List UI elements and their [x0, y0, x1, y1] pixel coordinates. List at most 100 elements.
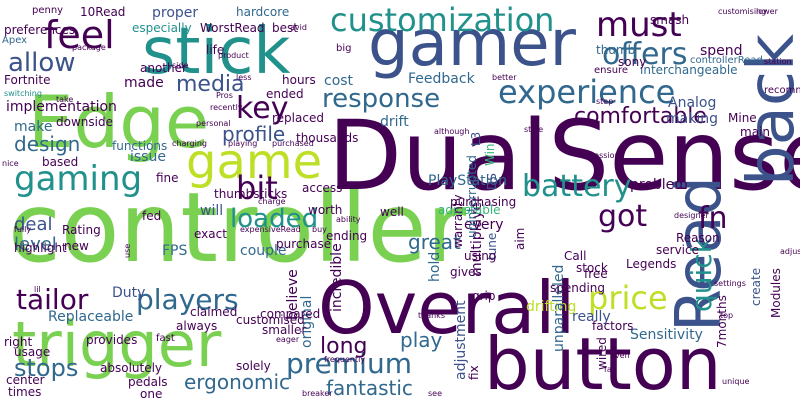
word: purchasing — [450, 195, 517, 209]
word: based — [42, 155, 79, 169]
word: feel — [44, 13, 115, 57]
word: profile — [222, 122, 286, 146]
word: Sensitivity — [630, 327, 703, 343]
word: best — [272, 21, 298, 35]
word: sony — [618, 55, 647, 69]
word: recommend — [764, 85, 800, 96]
word: thousands — [296, 131, 359, 145]
word: Call — [564, 249, 587, 263]
word: functions — [112, 139, 168, 153]
word: Pros — [216, 91, 233, 100]
word: issue — [130, 149, 166, 165]
word: interchangeable — [640, 63, 738, 77]
word: fed — [142, 209, 162, 223]
word: stick — [142, 15, 291, 89]
word: nice — [2, 159, 19, 168]
word: spend — [700, 43, 743, 59]
word: drifting — [526, 299, 577, 315]
word: provides — [86, 333, 138, 347]
word: ergonomic — [184, 370, 291, 394]
word: customising — [718, 7, 767, 16]
word: life — [206, 43, 225, 57]
word: even — [610, 351, 630, 360]
word: ensure — [594, 65, 629, 76]
word: allow — [8, 48, 76, 78]
word: side — [172, 61, 189, 70]
word: solely — [236, 359, 271, 373]
word: implementation — [6, 99, 117, 115]
word: long — [320, 334, 368, 359]
word: fully — [14, 225, 32, 234]
word: 10Read — [80, 5, 126, 19]
word: customised — [236, 313, 305, 327]
word: deal — [14, 214, 53, 235]
word: well — [380, 205, 404, 219]
word: Analog — [668, 95, 717, 111]
word: Feedback — [408, 71, 475, 87]
word: eager — [276, 335, 300, 344]
word: recently — [210, 103, 243, 112]
word: replaced — [272, 111, 324, 125]
word: although — [434, 127, 470, 136]
word: breaker — [302, 389, 333, 398]
word: spending — [550, 281, 606, 295]
word: trigger — [12, 308, 222, 381]
word: level — [14, 234, 57, 255]
word: big — [336, 43, 352, 54]
word: pedals — [128, 375, 168, 389]
word: fab — [604, 365, 617, 374]
word: got — [598, 199, 648, 234]
word: another — [140, 61, 187, 75]
word: thumbsticks — [214, 187, 288, 201]
word: charging — [172, 139, 207, 148]
word: controller — [8, 172, 466, 284]
word: battery — [522, 169, 632, 204]
word: players — [136, 283, 239, 316]
word: media — [176, 72, 245, 97]
word: adjust — [780, 247, 800, 256]
word: using — [464, 249, 497, 263]
word: smaller — [262, 323, 307, 337]
word: stock — [576, 261, 608, 275]
word: adjustable — [438, 203, 501, 217]
word: experience — [498, 73, 676, 111]
word: Modules — [769, 268, 783, 318]
word: FPS — [162, 243, 188, 259]
word: product — [218, 51, 249, 60]
word: use — [123, 243, 132, 258]
word: cost — [324, 73, 354, 89]
word: see — [428, 389, 443, 398]
word: button — [484, 322, 722, 400]
word: made — [124, 75, 164, 91]
word: penny — [32, 5, 64, 16]
word: purchase — [276, 237, 332, 251]
word: fast — [156, 333, 175, 344]
word: loaded — [230, 204, 319, 234]
word: problem — [630, 177, 688, 193]
word: lower — [756, 7, 778, 16]
word: Edge — [28, 80, 210, 164]
word: factors — [592, 319, 634, 333]
word: Rating — [62, 223, 101, 237]
word: L3 — [469, 131, 483, 146]
word: downside — [56, 115, 113, 129]
word: gamer — [368, 7, 576, 81]
word: stops — [14, 354, 79, 382]
word: designer — [674, 211, 709, 220]
word: gives — [450, 265, 482, 279]
word: aim — [513, 227, 527, 250]
word: one — [140, 387, 163, 400]
word: design — [14, 132, 81, 156]
word: charge — [258, 197, 286, 206]
word: service — [656, 243, 699, 257]
word: purchased — [272, 139, 314, 148]
word: better — [492, 73, 517, 82]
word: style — [524, 125, 544, 134]
word: center — [6, 373, 45, 387]
word: comfortable — [574, 104, 707, 129]
word: Mine — [728, 111, 757, 125]
word: expensiveRead — [240, 225, 301, 234]
word: offers — [602, 37, 688, 72]
word: preferences — [4, 23, 76, 37]
word: customization — [330, 1, 555, 39]
